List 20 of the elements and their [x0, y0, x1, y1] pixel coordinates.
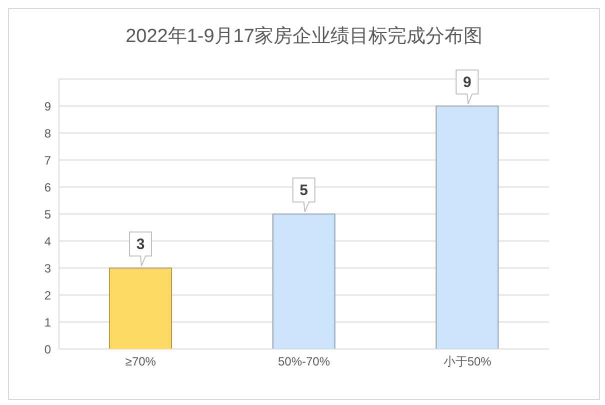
x-tick-label: 小于50% — [443, 354, 492, 369]
y-tick-label: 0 — [44, 342, 52, 356]
bar — [272, 214, 336, 349]
x-tick-label: 50%-70% — [278, 354, 330, 369]
y-tick-label: 1 — [44, 315, 52, 330]
y-tick-label: 7 — [44, 153, 52, 168]
y-tick-label: 2 — [44, 288, 52, 302]
bar — [436, 106, 499, 349]
y-tick-label: 5 — [44, 207, 52, 222]
x-tick-label: ≥70% — [125, 354, 156, 369]
data-label: 9 — [462, 74, 472, 91]
y-tick-label: 3 — [44, 261, 52, 276]
y-tick-label: 4 — [44, 234, 52, 248]
y-tick-label: 6 — [44, 180, 52, 194]
y-tick-label: 9 — [44, 99, 52, 114]
chart-title: 2022年1-9月17家房企业绩目标完成分布图 — [124, 25, 484, 49]
y-tick-label: 8 — [44, 126, 52, 140]
data-label: 3 — [136, 236, 145, 253]
bar — [109, 268, 172, 349]
data-label: 5 — [300, 182, 308, 199]
